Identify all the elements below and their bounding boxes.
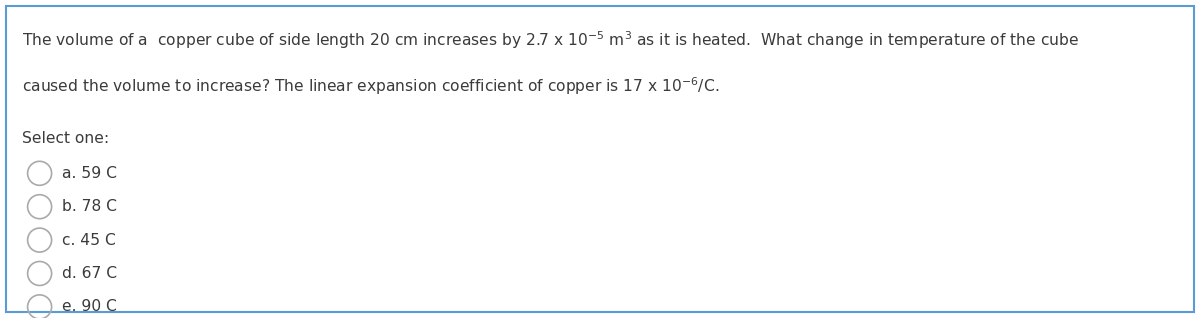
Text: caused the volume to increase? The linear expansion coefficient of copper is 17 : caused the volume to increase? The linea… bbox=[22, 75, 719, 97]
Text: d. 67 C: d. 67 C bbox=[62, 266, 118, 281]
Text: Select one:: Select one: bbox=[22, 131, 109, 146]
Text: c. 45 C: c. 45 C bbox=[62, 232, 116, 248]
Text: a. 59 C: a. 59 C bbox=[62, 166, 118, 181]
Text: b. 78 C: b. 78 C bbox=[62, 199, 118, 214]
FancyBboxPatch shape bbox=[6, 6, 1194, 312]
Text: e. 90 C: e. 90 C bbox=[62, 299, 118, 315]
Text: The volume of a  copper cube of side length 20 cm increases by 2.7 x 10$^{-5}$ m: The volume of a copper cube of side leng… bbox=[22, 29, 1079, 51]
